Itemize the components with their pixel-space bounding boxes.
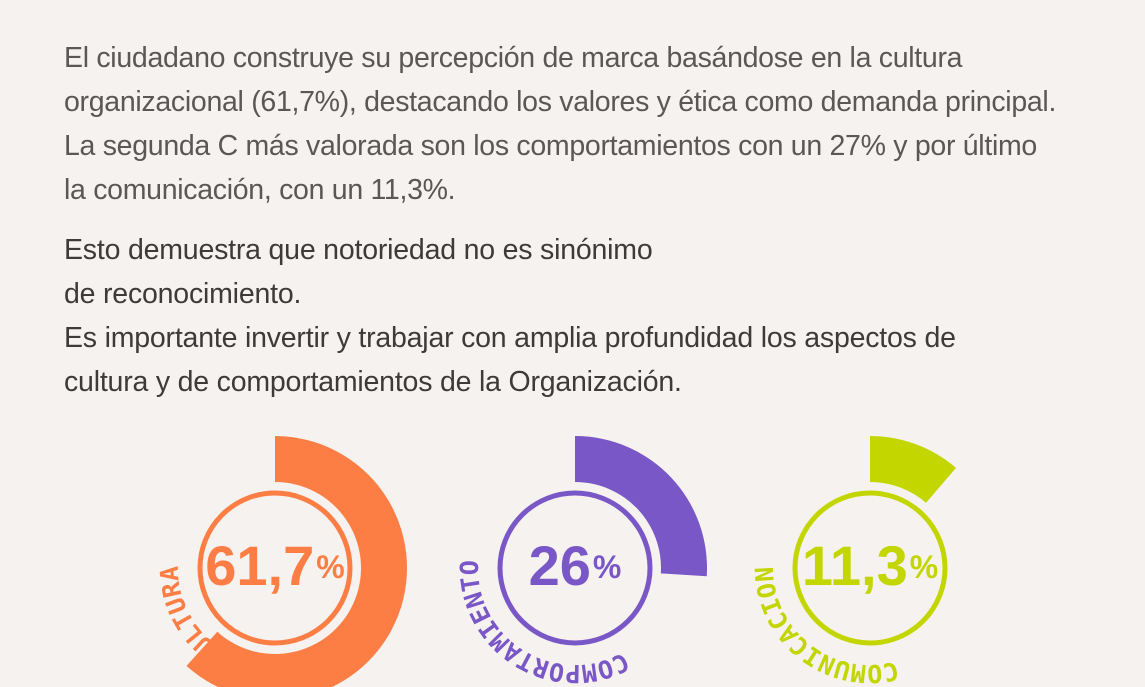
gauge-ring: [497, 490, 653, 646]
gauge-ring: [792, 490, 948, 646]
conclusion-line: cultura y de comportamientos de la Organ…: [64, 366, 682, 398]
gauge-comportamiento: 26%COMPORTAMIENTO: [455, 436, 707, 687]
gauge-value-arc: [870, 436, 957, 503]
gauge-value-label: 11,3%: [802, 534, 938, 597]
intro-paragraph: El ciudadano construye su percepción de …: [64, 36, 1144, 212]
gauge-value-arc: [575, 436, 707, 577]
gauge-chart: 61,7% CULTURA 26% COMPORTAMIENTO 11,3% COMUNI…: [0, 420, 1145, 687]
intro-line: organizacional (61,7%), destacando los v…: [64, 86, 1057, 118]
gauge-value-label: 61,7%: [205, 534, 344, 597]
conclusion-line: Es importante invertir y trabajar con am…: [64, 322, 956, 354]
conclusion-paragraph: Esto demuestra que notoriedad no es sinó…: [64, 228, 1144, 404]
intro-line: El ciudadano construye su percepción de …: [64, 42, 963, 74]
gauge-cultura: 61,7%CULTURA: [155, 436, 407, 687]
intro-line: la comunicación, con un 11,3%.: [64, 174, 456, 206]
conclusion-line: de reconocimiento.: [64, 278, 302, 310]
conclusion-line: Esto demuestra que notoriedad no es sinó…: [64, 234, 653, 266]
gauge-comunicacion: 11,3%COMUNICACION: [750, 436, 957, 687]
gauge-value-label: 26%: [529, 534, 622, 597]
gauge-chart-svg: 61,7%CULTURA 26%COMPORTAMIENTO 11,3%COMUNI…: [155, 436, 957, 687]
gauge-ring: [197, 490, 353, 646]
intro-line: La segunda C más valorada son los compor…: [64, 130, 1037, 162]
gauge-value-arc: [186, 436, 407, 687]
